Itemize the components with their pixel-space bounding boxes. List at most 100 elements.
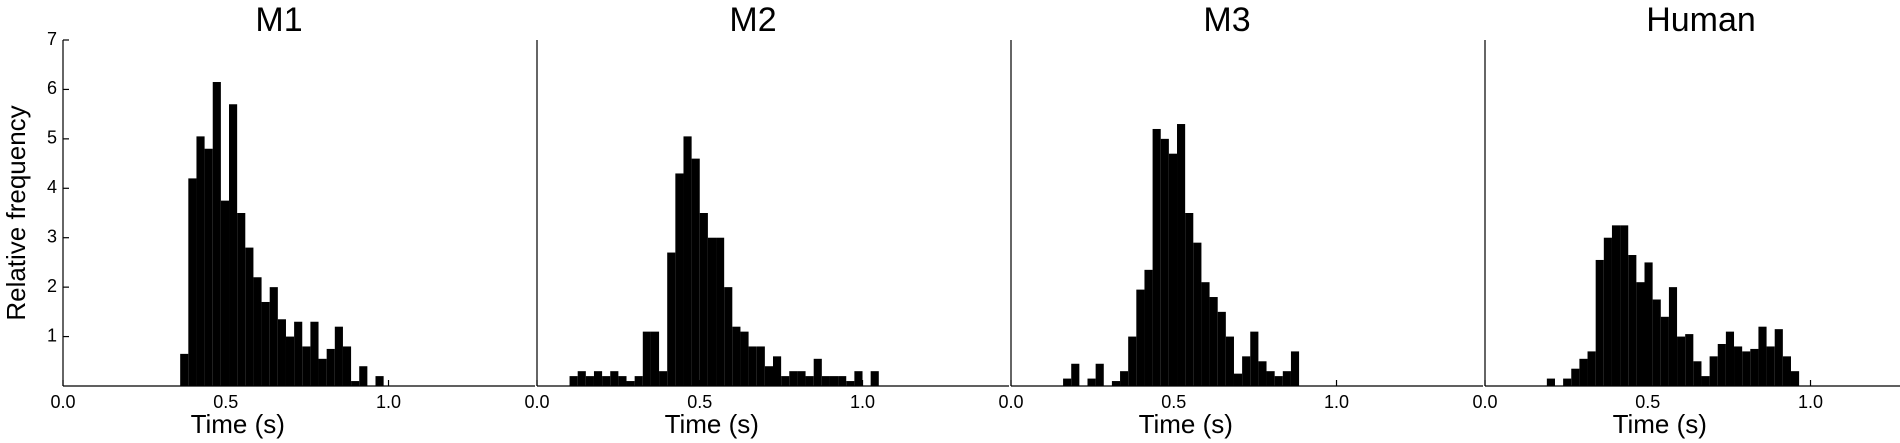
histogram-bar [797, 371, 806, 386]
histogram-bar [1677, 336, 1686, 386]
histogram-bar [716, 237, 725, 386]
histogram-bar [1563, 378, 1572, 386]
histogram-bar [1579, 358, 1588, 386]
histogram-bar [220, 200, 230, 386]
histogram-bar [1128, 336, 1137, 386]
x-axis-label: Time (s) [191, 409, 285, 439]
panel-title: M2 [729, 1, 776, 39]
histogram-bar [1587, 351, 1596, 386]
histogram-bar [1087, 378, 1096, 386]
histogram-bar [1750, 348, 1759, 386]
histogram-bar [1111, 381, 1121, 386]
histogram-bar [1603, 237, 1612, 386]
histogram-bar [634, 376, 643, 386]
histogram-bar [204, 148, 213, 386]
histogram-bar [1571, 368, 1580, 386]
histogram-bar [1160, 138, 1169, 386]
histogram-bar [707, 237, 717, 386]
histogram-bar [180, 353, 189, 386]
histogram-bar [1628, 255, 1637, 386]
histogram-bar [277, 319, 286, 386]
x-axis-label: Time (s) [1139, 409, 1233, 439]
x-tick-label: 0.0 [524, 392, 549, 412]
histogram-bar [253, 277, 262, 386]
histogram-bar [724, 287, 733, 386]
histogram-bar [1709, 356, 1718, 386]
x-tick-label: 1.0 [376, 392, 401, 412]
histogram-bar [1766, 346, 1775, 386]
y-tick-label: 6 [47, 78, 57, 98]
histogram-bar [302, 346, 311, 386]
histogram-bar [773, 356, 782, 386]
histogram-bar [1693, 361, 1702, 386]
histogram-bar [642, 331, 651, 386]
y-tick-label: 5 [47, 128, 57, 148]
histogram-bar [1217, 311, 1226, 386]
histogram-bar [285, 336, 295, 386]
histogram-bar [1250, 331, 1259, 386]
histogram-bar [1644, 262, 1653, 386]
histogram-bar [1193, 242, 1202, 386]
histogram-bar [1185, 213, 1194, 386]
histogram-bar [781, 376, 790, 386]
histogram-bar [585, 376, 594, 386]
histogram-bar [1225, 336, 1234, 386]
histogram-bar [1734, 346, 1743, 386]
histogram-bar [577, 371, 586, 386]
y-tick-label: 2 [47, 276, 57, 296]
histogram-bar [1258, 361, 1267, 386]
histogram-bar [805, 376, 814, 386]
x-axis-label: Time (s) [665, 409, 759, 439]
histogram-bar [1652, 299, 1661, 386]
x-axis-label: Time (s) [1613, 409, 1707, 439]
histogram-bar [829, 376, 839, 386]
histogram-bar [1546, 378, 1555, 386]
x-tick-label: 0.5 [687, 392, 712, 412]
histogram-bar [1266, 371, 1275, 386]
histogram-bar [1120, 371, 1129, 386]
histogram-bar [1774, 329, 1783, 386]
y-tick-label: 7 [47, 29, 57, 49]
histogram-bar [359, 366, 368, 386]
histogram-bar [1668, 287, 1678, 386]
histogram-bar [748, 346, 757, 386]
histogram-bar [1636, 282, 1645, 386]
histogram-bar [1660, 316, 1669, 386]
histogram-bar [675, 173, 684, 386]
histogram-bar [1282, 371, 1291, 386]
histogram-bar [1782, 356, 1791, 386]
histogram-bar [740, 331, 749, 386]
histogram-bar [1168, 153, 1178, 386]
histogram-bar [188, 178, 197, 386]
y-axis-label: Relative frequency [1, 105, 31, 320]
y-tick-label: 3 [47, 226, 57, 246]
histogram-bar [854, 371, 863, 386]
histogram-bar [212, 82, 221, 386]
histogram-bar [1620, 225, 1629, 386]
x-tick-label: 0.0 [1472, 392, 1497, 412]
histogram-bar [838, 376, 847, 386]
histogram-bar [683, 136, 692, 386]
histogram-bar [650, 331, 660, 386]
histogram-bar [1095, 363, 1104, 386]
histogram-bar [1177, 124, 1186, 387]
histogram-bar [269, 287, 278, 386]
histogram-bar [1290, 351, 1300, 386]
histogram-bar [732, 326, 741, 386]
histogram-bar [326, 348, 335, 386]
histogram-bar [846, 381, 855, 386]
histogram-bar [1717, 343, 1726, 386]
histogram-bar [1063, 378, 1072, 386]
histogram-bar [602, 376, 611, 386]
histogram-bar [342, 346, 352, 386]
histogram-bar [375, 376, 384, 386]
histogram-bar [667, 252, 676, 386]
histogram-bar [1242, 356, 1251, 386]
histogram-bar [1071, 363, 1080, 386]
histogram-bar [1742, 351, 1751, 386]
histogram-bar [261, 301, 270, 386]
histogram-bar [318, 358, 327, 386]
histogram-bar [1201, 282, 1210, 386]
histogram-bar [1701, 376, 1710, 386]
